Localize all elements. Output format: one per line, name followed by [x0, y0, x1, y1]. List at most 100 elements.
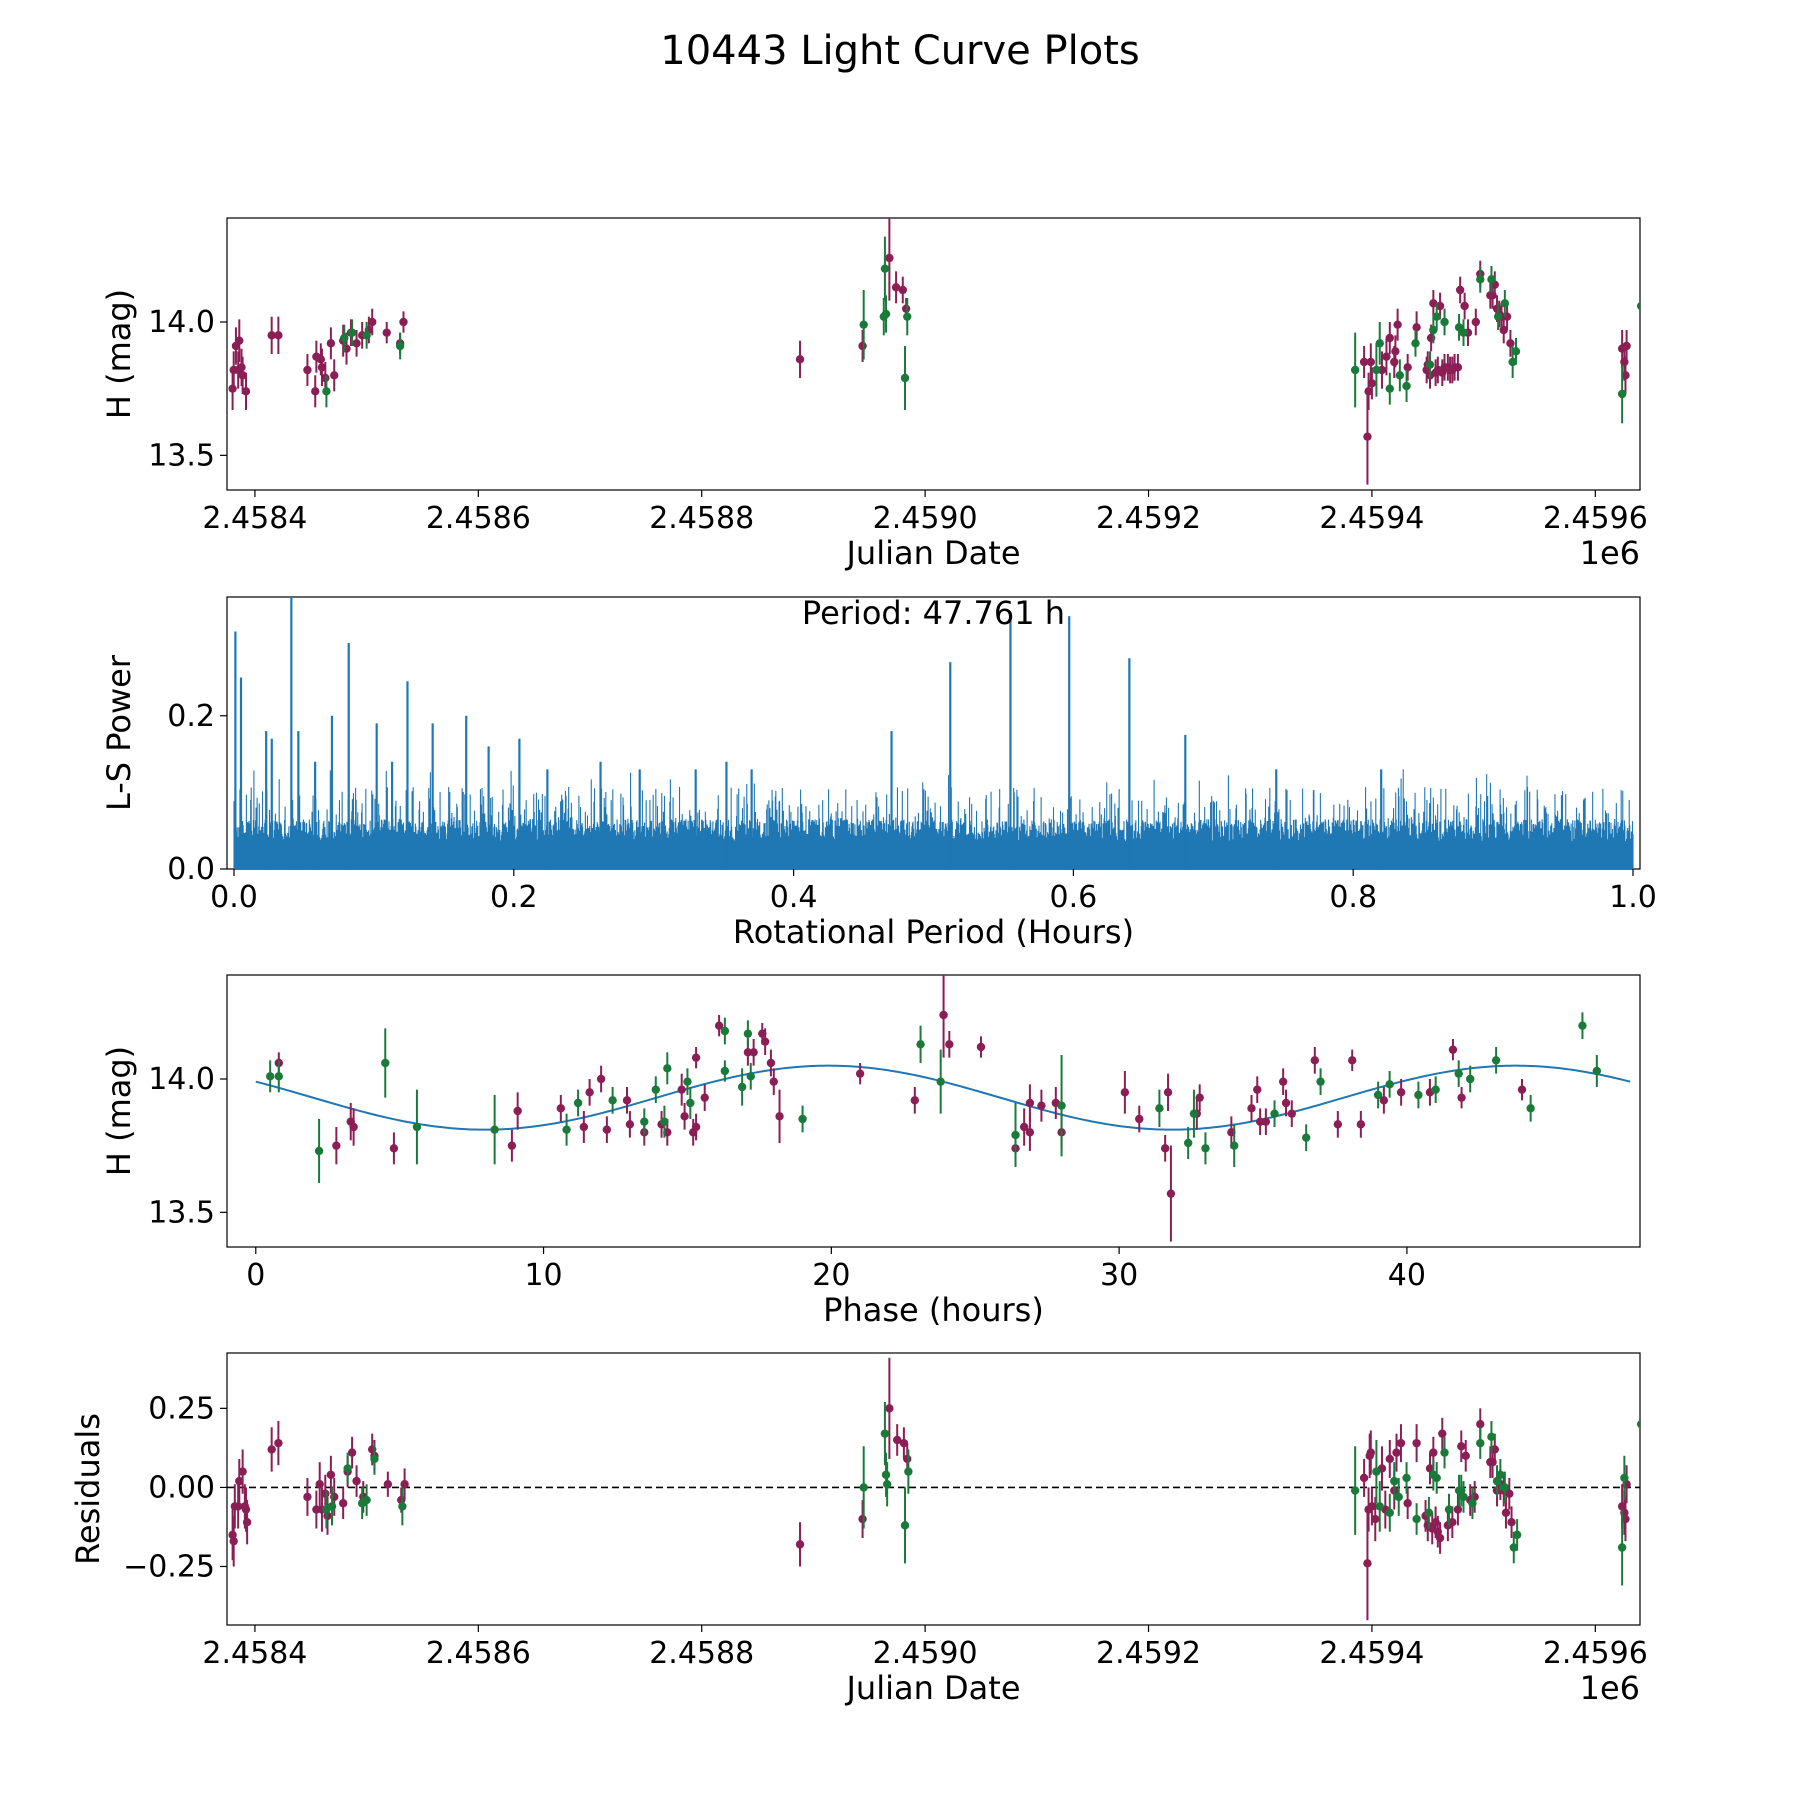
- lc-x-tick-label: 2.4584: [202, 501, 307, 536]
- phase-x-tick-label: 40: [1388, 1258, 1426, 1293]
- lc-point-r: [1435, 301, 1445, 311]
- phase-point-g: [1431, 1085, 1440, 1094]
- phase-y-axis-label: H (mag): [100, 1046, 138, 1176]
- lc-point-r: [241, 387, 251, 396]
- lc-point-r: [316, 355, 326, 364]
- figure-panels: 2.4584 2.4586 2.4588 2.4590 2.4592 2.4594 2.45…: [69, 217, 1657, 1707]
- lc-y-tick-label: 13.5: [148, 438, 215, 473]
- residuals-point-r: [235, 1476, 244, 1486]
- phase-point-r: [910, 1096, 919, 1105]
- lc-point-g: [1395, 371, 1405, 380]
- residuals-frame: [226, 1352, 1641, 1626]
- lc-point-r: [1621, 371, 1630, 380]
- residuals-point-r: [274, 1438, 283, 1448]
- residuals-point-r: [1490, 1445, 1499, 1454]
- phase-point-r: [1253, 1085, 1262, 1094]
- residuals-point-g: [398, 1502, 407, 1511]
- lc-point-g: [395, 341, 405, 351]
- lc-point-r: [382, 328, 391, 337]
- phase-point-r: [749, 1048, 758, 1057]
- phase-point-g: [1155, 1104, 1164, 1113]
- lc-point-g: [1508, 357, 1517, 367]
- residuals-x-tick-label: 2.4594: [1319, 1636, 1424, 1671]
- period-annotation: Period: 47.761 h: [802, 594, 1065, 632]
- phase-point-r: [1396, 1088, 1406, 1097]
- lc-point-r: [858, 341, 867, 351]
- lc-point-r: [267, 331, 276, 340]
- phase-point-r: [775, 1112, 784, 1121]
- lc-point-g: [1487, 275, 1496, 284]
- phase-point-g: [663, 1064, 672, 1073]
- residuals-y-axis-label: Residuals: [69, 1413, 107, 1565]
- lc-point-g: [1440, 317, 1449, 327]
- phase-point-r: [1019, 1122, 1029, 1132]
- residuals-point-g: [1500, 1483, 1510, 1492]
- phase-point-r: [1195, 1093, 1204, 1102]
- phase-point-r: [760, 1037, 770, 1046]
- residuals-point-g: [1372, 1467, 1381, 1476]
- residuals-point-r: [1438, 1429, 1447, 1438]
- residuals-point-g: [327, 1502, 337, 1511]
- residuals-points: [228, 1357, 1640, 1621]
- phase-x-tick-label: 10: [524, 1258, 562, 1293]
- phase-point-r: [1120, 1088, 1130, 1097]
- residuals-point-g: [343, 1464, 352, 1473]
- residuals-point-r: [892, 1435, 902, 1445]
- periodogram-y-tick-label: 0.2: [167, 699, 215, 734]
- lc-points: [228, 218, 1640, 485]
- phase-point-g: [1201, 1144, 1210, 1153]
- phase-point-r: [769, 1077, 778, 1086]
- lc-point-r: [321, 373, 330, 383]
- lc-x-offset-label: 1e6: [1580, 534, 1640, 572]
- phase-point-g: [916, 1040, 925, 1049]
- lc-point-r: [330, 371, 339, 380]
- phase-point-r: [680, 1112, 689, 1121]
- residuals-point-r: [1385, 1454, 1394, 1464]
- residuals-point-g: [1468, 1499, 1477, 1508]
- lc-point-g: [1385, 384, 1394, 393]
- phase-point-r: [625, 1120, 635, 1129]
- phase-point-r: [1287, 1109, 1296, 1118]
- residuals-point-g: [859, 1483, 868, 1492]
- residuals-point-r: [903, 1454, 912, 1464]
- phase-point-g: [1454, 1069, 1463, 1078]
- lc-point-r: [885, 253, 894, 263]
- residuals-point-r: [1476, 1419, 1485, 1429]
- phase-point-g: [490, 1125, 499, 1134]
- residuals-x-tick-label: 2.4584: [202, 1636, 307, 1671]
- residuals-point-g: [900, 1521, 910, 1530]
- phase-frame: [226, 974, 1641, 1248]
- residuals-point-g: [1620, 1473, 1629, 1483]
- lc-y-axis-label: H (mag): [100, 289, 138, 419]
- residuals-point-r: [858, 1514, 867, 1524]
- residuals-point-r: [1359, 1473, 1369, 1483]
- phase-point-r: [939, 1010, 948, 1020]
- lc-point-g: [1350, 365, 1360, 375]
- residuals-point-r: [1366, 1448, 1376, 1457]
- phase-point-r: [700, 1093, 709, 1102]
- phase-point-g: [686, 1098, 695, 1108]
- residuals-point-g: [1402, 1473, 1411, 1483]
- phase-point-g: [651, 1085, 660, 1094]
- phase-point-r: [602, 1125, 612, 1134]
- phase-point-r: [1333, 1120, 1343, 1129]
- phase-point-g: [1316, 1077, 1325, 1086]
- residuals-point-r: [1392, 1448, 1401, 1457]
- residuals-point-g: [1487, 1432, 1496, 1442]
- lc-frame: [226, 217, 1641, 491]
- lc-point-r: [1453, 363, 1463, 372]
- residuals-point-r: [1435, 1533, 1445, 1543]
- residuals-x-tick-label: 2.4588: [649, 1636, 754, 1671]
- phase-point-g: [1057, 1101, 1066, 1110]
- phase-y-tick-label: 14.0: [148, 1062, 215, 1097]
- phase-points: [265, 975, 1602, 1242]
- phase-point-g: [683, 1077, 692, 1086]
- residuals-point-r: [1461, 1451, 1470, 1460]
- lc-point-g: [347, 328, 357, 337]
- lc-point-g: [362, 331, 371, 340]
- residuals-point-r: [321, 1489, 330, 1498]
- residuals-point-g: [1432, 1473, 1441, 1483]
- residuals-point-r: [1505, 1489, 1514, 1498]
- residuals-x-axis-label: Julian Date: [844, 1669, 1020, 1707]
- lc-point-r: [1359, 357, 1369, 367]
